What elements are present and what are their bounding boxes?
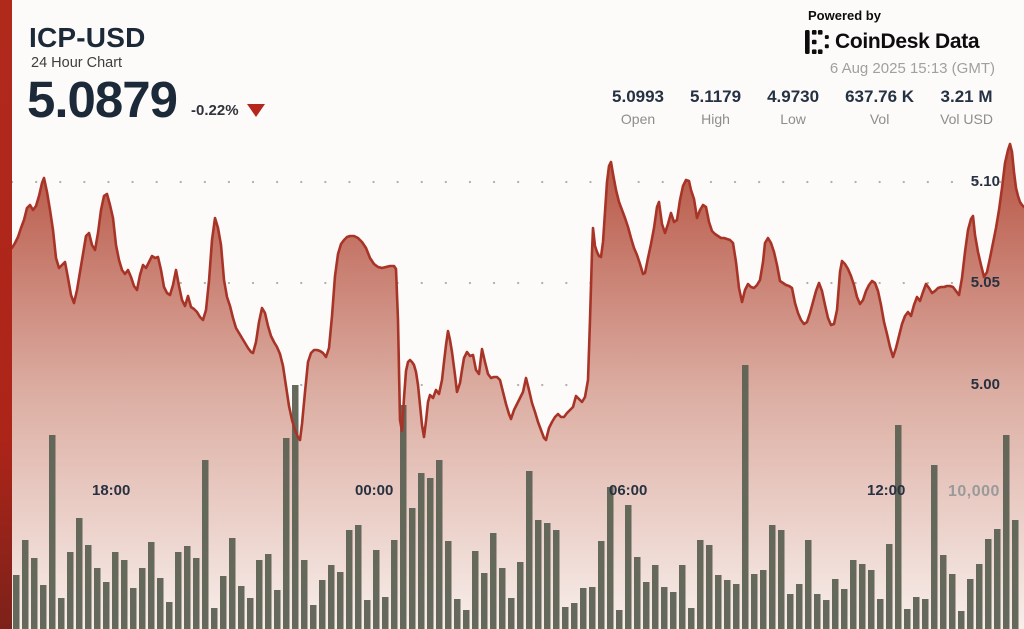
price-block: 5.0879 -0.22% [27,71,265,128]
stat-high: 5.1179 High [690,87,742,127]
price-tick-5.00: 5.00 [970,376,1000,393]
left-accent-bar [0,0,12,629]
price-change-value: -0.22% [191,102,239,120]
current-price: 5.0879 [27,71,178,128]
powered-by-label: Powered by [808,8,881,23]
stat-volume-usd: 3.21 M Vol USD [940,87,993,127]
volume-axis-label: 10,000 [948,483,1000,500]
powered-by-block: Powered by CoinDesk Data 6 Aug 2025 15:1… [805,8,995,77]
stat-volume: 637.76 K Vol [845,87,915,127]
time-tick-18:00: 18:00 [92,482,131,499]
coindesk-logo-icon [805,30,829,54]
coindesk-logo: CoinDesk Data [805,30,995,54]
price-tick-5.05: 5.05 [970,274,1000,291]
chart-timestamp: 6 Aug 2025 15:13 (GMT) [829,60,995,77]
ohlc-stats: 5.0993 Open 5.1179 High 4.9730 Low 637.7… [612,87,993,127]
price-change: -0.22% [191,102,265,119]
coindesk-brand-text: CoinDesk Data [835,30,980,53]
stat-low: 4.9730 Low [767,87,820,127]
time-tick-12:00: 12:00 [867,482,906,499]
down-arrow-icon [246,104,265,118]
page-title: ICP-USD [29,22,146,53]
price-tick-5.10: 5.10 [970,173,1000,190]
chart-subtitle: 24 Hour Chart [31,55,123,71]
time-tick-06:00: 06:00 [609,482,648,499]
time-tick-00:00: 00:00 [355,482,394,499]
stat-open: 5.0993 Open [612,87,665,127]
